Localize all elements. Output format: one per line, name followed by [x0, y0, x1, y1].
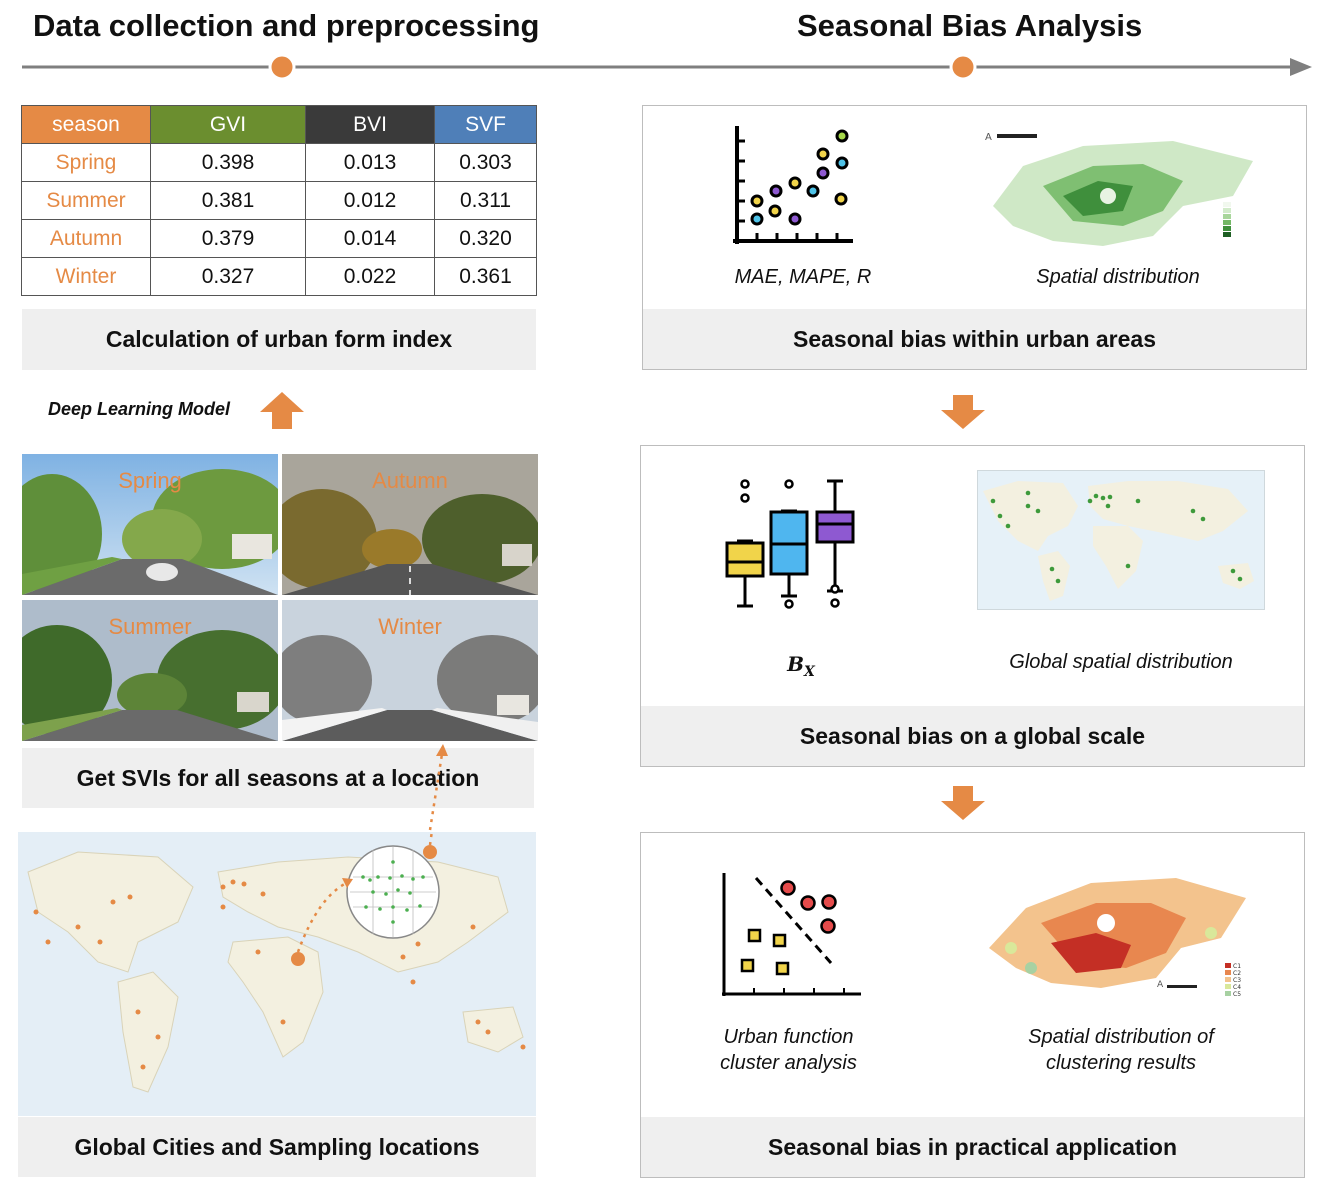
table-row: Spring 0.398 0.013 0.303: [21, 143, 537, 182]
gvi-cell: 0.381: [150, 181, 306, 220]
cluster-plot-icon: [722, 873, 861, 996]
cluster-distribution-label: Spatial distribution of clustering resul…: [1028, 1026, 1214, 1074]
svi-caption: Get SVIs for all seasons at a location: [22, 748, 534, 808]
upward-dotted-arrow: [428, 744, 448, 831]
table-row: Winter 0.327 0.022 0.361: [21, 257, 537, 296]
up-arrow-icon: [260, 392, 304, 429]
bvi-cell: 0.014: [305, 219, 435, 258]
svg-text:A: A: [1157, 980, 1164, 990]
practical-bias-caption: Seasonal bias in practical application: [641, 1117, 1304, 1177]
right-heading: Seasonal Bias Analysis: [797, 8, 1143, 43]
photo-label-winter: Winter: [378, 614, 442, 639]
photo-label-summer: Summer: [108, 614, 192, 639]
global-bias-caption: Seasonal bias on a global scale: [641, 706, 1304, 766]
panel-urban-bias: A MAE, MAPE, R Spatial distribution Seas…: [642, 105, 1307, 370]
model-label: Deep Learning Model: [48, 399, 231, 419]
header-bvi: BVI: [305, 105, 435, 144]
svf-cell: 0.303: [434, 143, 537, 182]
gvi-cell: 0.379: [150, 219, 306, 258]
map-caption: Global Cities and Sampling locations: [18, 1117, 536, 1177]
bx-label: BX: [761, 651, 841, 685]
legend-c3: C3: [1233, 977, 1241, 984]
season-cell: Autumn: [21, 219, 151, 258]
gvi-cell: 0.398: [150, 143, 306, 182]
season-cell: Summer: [21, 181, 151, 220]
bvi-cell: 0.022: [305, 257, 435, 296]
photo-label-spring: Spring: [118, 468, 182, 493]
legend-c5: C5: [1233, 991, 1241, 998]
svf-cell: 0.311: [434, 181, 537, 220]
table-row: Summer 0.381 0.012 0.311: [21, 181, 537, 220]
panel-global-bias: BX Global spatial distribution Seasonal …: [640, 445, 1305, 767]
legend-c1: C1: [1233, 963, 1241, 970]
down-arrow-icon: [941, 395, 985, 429]
gvi-cell: 0.327: [150, 257, 306, 296]
svg-text:A: A: [985, 132, 992, 143]
photo-autumn: Autumn: [282, 454, 538, 595]
bvi-cell: 0.013: [305, 143, 435, 182]
scatter-plot-icon: [733, 126, 853, 244]
legend-c2: C2: [1233, 970, 1241, 977]
hex-cluster-map: A C1 C2 C3 C4 C5: [989, 878, 1246, 998]
header-gvi: GVI: [150, 105, 306, 144]
svf-cell: 0.361: [434, 257, 537, 296]
global-cities-map: [18, 751, 536, 1116]
boxplot-icon: [725, 479, 855, 609]
bx-label-sub: X: [804, 664, 815, 680]
season-cell: Spring: [21, 143, 151, 182]
global-distribution-label: Global spatial distribution: [1009, 651, 1233, 673]
timeline-node-right: [949, 53, 977, 81]
bvi-cell: 0.012: [305, 181, 435, 220]
svf-cell: 0.320: [434, 219, 537, 258]
header-season: season: [21, 105, 151, 144]
photo-spring: Spring: [22, 454, 278, 595]
urban-form-index-table: season GVI BVI SVF Spring 0.398 0.013 0.…: [21, 105, 537, 296]
timeline: [22, 53, 1312, 81]
photo-label-autumn: Autumn: [372, 468, 448, 493]
index-caption: Calculation of urban form index: [22, 309, 536, 370]
world-map-panel: [977, 470, 1265, 610]
cluster-analysis-label: Urban function cluster analysis: [720, 1026, 857, 1074]
metrics-label: MAE, MAPE, R: [734, 266, 872, 288]
table-header-row: season GVI BVI SVF: [21, 105, 537, 144]
urban-bias-caption: Seasonal bias within urban areas: [643, 309, 1306, 369]
season-cell: Winter: [21, 257, 151, 296]
legend-c4: C4: [1233, 984, 1241, 991]
spatial-distribution-label: Spatial distribution: [1036, 266, 1200, 288]
panel-practical-bias: A C1 C2 C3 C4 C5 Urban function cluster …: [640, 832, 1305, 1178]
photo-summer: Summer: [22, 600, 278, 741]
hex-green-map: A: [985, 132, 1253, 246]
table-row: Autumn 0.379 0.014 0.320: [21, 219, 537, 258]
left-heading: Data collection and preprocessing: [33, 8, 540, 43]
bx-label-main: B: [787, 652, 805, 676]
down-arrow-icon: [941, 786, 985, 820]
header-svf: SVF: [434, 105, 537, 144]
photo-winter: Winter: [282, 600, 538, 741]
timeline-node-left: [268, 53, 296, 81]
